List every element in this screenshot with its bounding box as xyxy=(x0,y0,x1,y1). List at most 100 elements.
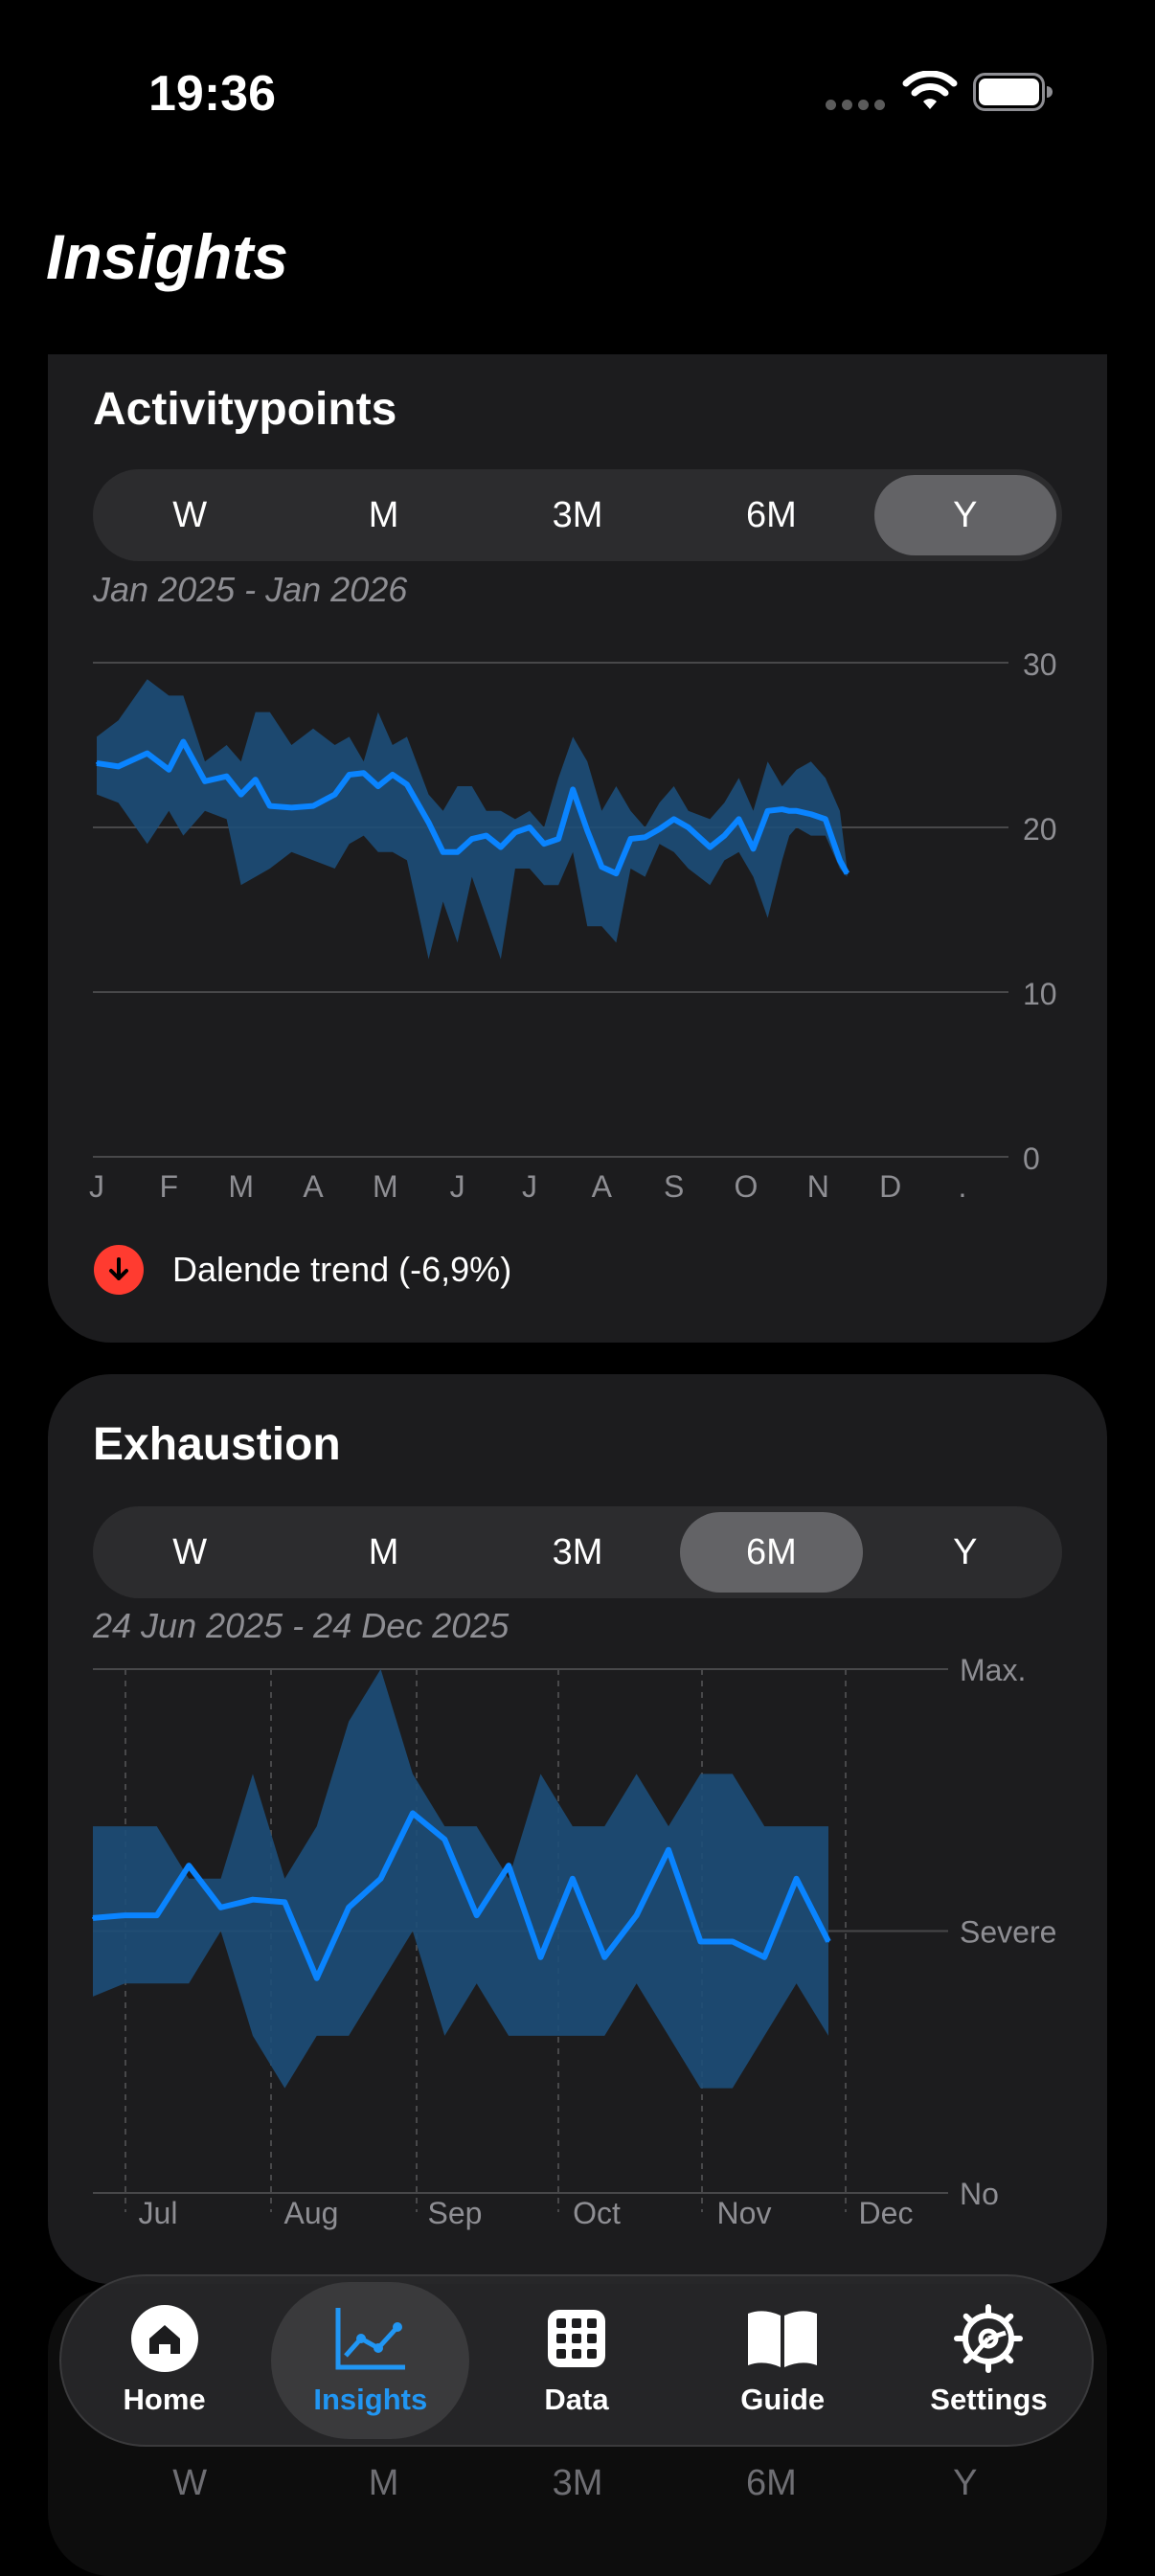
data-point xyxy=(168,768,170,771)
data-point xyxy=(348,773,351,776)
wifi-icon xyxy=(902,71,958,109)
x-tick-label: Dec xyxy=(859,2196,914,2230)
date-range: Jan 2025 - Jan 2026 xyxy=(93,570,408,609)
period-w[interactable]: W xyxy=(172,1531,208,1572)
x-tick-label: M xyxy=(373,1169,398,1204)
tab-bar: Home Insights Data Guide xyxy=(59,2274,1094,2447)
y-tick-label: 0 xyxy=(1023,1141,1040,1176)
data-point xyxy=(92,1916,94,1919)
period-y[interactable]: Y xyxy=(953,1531,978,1572)
data-point xyxy=(603,1955,606,1958)
data-point xyxy=(557,838,560,841)
tab-home[interactable]: Home xyxy=(65,2282,263,2439)
period-6m[interactable]: 6M xyxy=(746,494,797,535)
data-point xyxy=(672,818,675,821)
period-6m[interactable]: 6M xyxy=(680,1512,863,1593)
period-6m: 6M xyxy=(746,2463,797,2503)
period-m: M xyxy=(368,2463,399,2503)
data-point xyxy=(781,808,783,811)
date-range: 24 Jun 2025 - 24 Dec 2025 xyxy=(93,1606,510,1645)
data-point xyxy=(499,846,502,848)
data-point xyxy=(846,872,849,875)
x-tick-label: S xyxy=(664,1169,684,1204)
period-3m[interactable]: 3M xyxy=(552,1531,603,1572)
tab-data[interactable]: Data xyxy=(477,2282,675,2439)
data-point xyxy=(225,775,228,778)
x-tick-label: Nov xyxy=(717,2196,772,2230)
y-tick-label: 30 xyxy=(1023,647,1057,682)
x-tick-label: F xyxy=(160,1169,179,1204)
gear-icon xyxy=(954,2304,1024,2373)
data-point xyxy=(763,1955,766,1958)
data-point xyxy=(239,793,242,796)
x-tick-label: Oct xyxy=(573,2196,621,2230)
period-w[interactable]: W xyxy=(172,494,208,535)
data-point xyxy=(543,843,546,846)
data-point xyxy=(219,1906,222,1909)
data-point xyxy=(155,1914,158,1917)
data-point xyxy=(456,850,459,853)
period-m[interactable]: M xyxy=(368,494,399,535)
data-point xyxy=(529,826,531,828)
data-point xyxy=(629,838,632,841)
exhaustion-chart: No Severe Max. Jul Aug Sep Oct Nov Dec xyxy=(92,1653,1056,2230)
data-point xyxy=(254,779,257,781)
arrow-down-icon xyxy=(94,1245,144,1295)
data-point xyxy=(644,836,646,839)
data-point xyxy=(635,1914,638,1917)
book-icon xyxy=(744,2304,821,2373)
x-tick-label: J xyxy=(450,1169,465,1204)
data-point xyxy=(411,1812,414,1815)
data-point xyxy=(117,765,120,768)
x-tick-label: Sep xyxy=(428,2196,483,2230)
data-point xyxy=(475,1914,478,1917)
tab-settings[interactable]: Settings xyxy=(890,2282,1088,2439)
data-point xyxy=(312,804,314,807)
x-tick-label: A xyxy=(592,1169,613,1204)
period-y: Y xyxy=(953,2463,978,2503)
data-point xyxy=(824,818,827,821)
data-point xyxy=(283,1901,286,1904)
data-point xyxy=(615,872,618,875)
data-point xyxy=(405,783,408,786)
cellular-signal-icon xyxy=(826,100,885,110)
series-line xyxy=(92,1810,831,1981)
data-point xyxy=(731,1940,734,1943)
data-point xyxy=(513,831,516,834)
period-3m: 3M xyxy=(552,2463,603,2503)
data-point xyxy=(333,793,336,796)
data-point xyxy=(268,804,271,807)
period-y[interactable]: Y xyxy=(873,475,1057,555)
data-point xyxy=(766,809,769,812)
x-tick-label: O xyxy=(735,1169,759,1204)
data-point xyxy=(470,838,473,841)
tab-label: Insights xyxy=(313,2383,428,2416)
data-point xyxy=(788,809,791,812)
period-m[interactable]: M xyxy=(368,1531,399,1572)
x-tick-label: A xyxy=(303,1169,324,1204)
data-point xyxy=(809,813,812,816)
tab-guide[interactable]: Guide xyxy=(684,2282,882,2439)
y-tick-label: Severe xyxy=(960,1915,1056,1950)
data-point xyxy=(182,740,185,743)
x-tick-label: Jul xyxy=(139,2196,178,2230)
y-tick-label: 10 xyxy=(1023,977,1057,1011)
grid-icon xyxy=(546,2304,607,2373)
data-point xyxy=(362,772,365,775)
data-point xyxy=(827,1940,829,1943)
data-point xyxy=(485,834,487,837)
data-point xyxy=(96,761,98,764)
y-tick-label: Max. xyxy=(960,1653,1026,1687)
tab-label: Home xyxy=(123,2383,206,2416)
tab-insights[interactable]: Insights xyxy=(271,2282,470,2439)
period-3m[interactable]: 3M xyxy=(552,494,603,535)
data-point xyxy=(600,866,603,869)
data-point xyxy=(668,1848,670,1851)
x-tick-label: M xyxy=(228,1169,254,1204)
data-point xyxy=(290,806,293,809)
data-point xyxy=(699,1940,702,1943)
data-point xyxy=(658,827,661,830)
data-point xyxy=(251,1898,254,1901)
tab-label: Settings xyxy=(930,2383,1048,2416)
y-tick-label: 20 xyxy=(1023,812,1057,847)
